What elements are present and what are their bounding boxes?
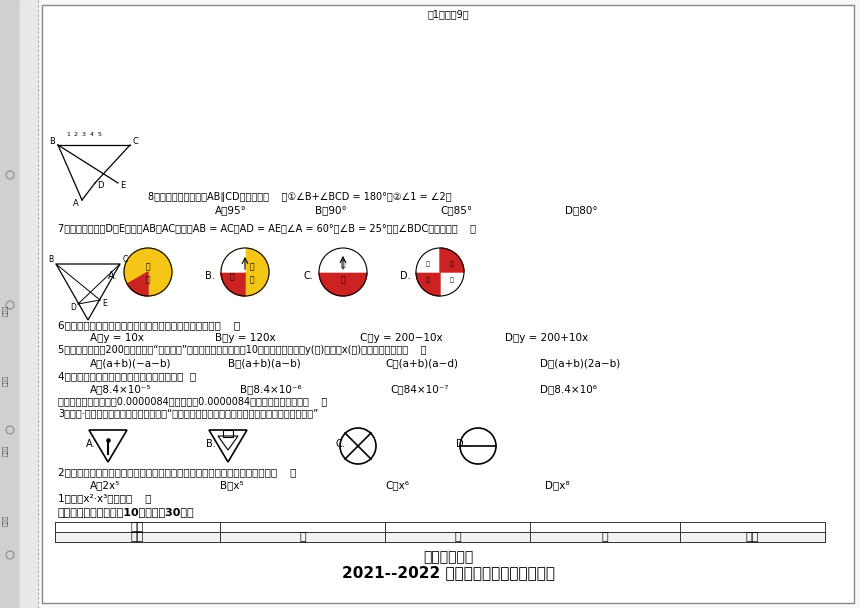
Polygon shape	[440, 248, 464, 272]
Text: 二: 二	[454, 532, 461, 542]
Text: 5: 5	[98, 133, 102, 137]
Text: 题号: 题号	[131, 532, 144, 542]
Text: D．80°: D．80°	[565, 205, 598, 215]
Text: 7．已知：如图，D、E分别在AB、AC上，若AB = AC，AD = AE，∠A = 60°，∠B = 25°，则∠BDC的度数是（    ）: 7．已知：如图，D、E分别在AB、AC上，若AB = AC，AD = AE，∠A…	[58, 223, 476, 233]
Polygon shape	[416, 272, 440, 296]
Text: 6．转动下列各转盘，指针指向红色区域的概率最大的是（    ）: 6．转动下列各转盘，指针指向红色区域的概率最大的是（ ）	[58, 320, 240, 330]
Text: 白: 白	[341, 260, 346, 269]
Text: D．x⁸: D．x⁸	[545, 480, 569, 490]
Text: C．y = 200−10x: C．y = 200−10x	[360, 333, 443, 343]
Text: B.: B.	[205, 271, 215, 281]
Text: D．y = 200+10x: D．y = 200+10x	[505, 333, 588, 343]
Text: 若苔花的花粉直径约为0.0000084米，则数据0.0000084用科学记数法表示为（    ）: 若苔花的花粉直径约为0.0000084米，则数据0.0000084用科学记数法表…	[58, 396, 328, 406]
Text: 一: 一	[299, 532, 306, 542]
Text: 黄: 黄	[145, 275, 150, 285]
Text: 8．如图，下列能判定AB∥CD的条件是（    ）①∠B+∠BCD = 180°；②∠1 = ∠2；: 8．如图，下列能判定AB∥CD的条件是（ ）①∠B+∠BCD = 180°；②∠…	[148, 192, 452, 202]
Text: B．8.4×10⁻⁶: B．8.4×10⁻⁶	[240, 384, 302, 394]
Text: C．85°: C．85°	[440, 205, 472, 215]
Text: A．95°: A．95°	[215, 205, 247, 215]
Polygon shape	[440, 272, 464, 296]
Text: D．(a+b)(2a−b): D．(a+b)(2a−b)	[540, 358, 620, 368]
Bar	[223, 430, 233, 437]
Polygon shape	[127, 272, 148, 296]
Text: A．8.4×10⁻⁵: A．8.4×10⁻⁵	[90, 384, 151, 394]
Text: B.: B.	[206, 439, 216, 449]
Text: E: E	[120, 182, 126, 190]
Text: 5．小颍现已存款200元，为赞助“希望工程”，她计划今后每月存款10元，则存款总金额y(元)与时间x(月)之间的关系式是（    ）: 5．小颍现已存款200元，为赞助“希望工程”，她计划今后每月存款10元，则存款总…	[58, 345, 427, 355]
Text: 得分: 得分	[131, 522, 144, 532]
Text: 白: 白	[450, 277, 454, 283]
Text: B．x⁵: B．x⁵	[220, 480, 243, 490]
Text: C: C	[132, 137, 138, 145]
Bar	[55, 532, 825, 542]
Text: 班级：: 班级：	[3, 375, 9, 385]
Text: 1．计算x²·x³结果是（    ）: 1．计算x²·x³结果是（ ）	[58, 493, 151, 503]
Bar	[20, 0, 38, 608]
Text: B: B	[49, 137, 55, 145]
Text: C．84×10⁻⁷: C．84×10⁻⁷	[390, 384, 448, 394]
Text: 红: 红	[426, 277, 430, 283]
Text: D．8.4×10⁶: D．8.4×10⁶	[540, 384, 597, 394]
Text: A: A	[73, 199, 79, 209]
Text: D: D	[70, 303, 76, 313]
Text: 白: 白	[249, 275, 255, 285]
Text: 2．下列选项中的几个图形是国际通用的交通标志，其中不是轴对称图形的是（    ）: 2．下列选项中的几个图形是国际通用的交通标志，其中不是轴对称图形的是（ ）	[58, 467, 297, 477]
Polygon shape	[319, 248, 367, 272]
Text: A．2x⁵: A．2x⁵	[90, 480, 120, 490]
Text: C．(a+b)(a−d): C．(a+b)(a−d)	[385, 358, 458, 368]
Text: 黄: 黄	[249, 263, 255, 272]
Text: 2: 2	[74, 133, 78, 137]
Text: 2021--2022 学年度上学期期末质量监测: 2021--2022 学年度上学期期末质量监测	[341, 565, 555, 581]
Text: C.: C.	[336, 439, 346, 449]
Text: 红: 红	[450, 261, 454, 267]
Text: B．90°: B．90°	[315, 205, 347, 215]
Text: B: B	[48, 255, 53, 264]
Text: 4: 4	[90, 133, 94, 137]
Text: B．(a+b)(a−b): B．(a+b)(a−b)	[228, 358, 301, 368]
Text: 初二数学试题: 初二数学试题	[423, 550, 473, 564]
Text: D: D	[96, 182, 103, 190]
Text: C.: C.	[303, 271, 313, 281]
Text: D.: D.	[456, 439, 467, 449]
Polygon shape	[416, 248, 440, 272]
Text: 第1页，公9页: 第1页，公9页	[427, 9, 469, 19]
Text: A．(a+b)(−a−b): A．(a+b)(−a−b)	[90, 358, 171, 368]
Text: 三: 三	[602, 532, 608, 542]
Text: B．y = 120x: B．y = 120x	[215, 333, 275, 343]
Text: 红: 红	[341, 275, 346, 285]
Text: 1: 1	[66, 133, 70, 137]
Text: E: E	[102, 300, 108, 308]
Text: 一、选择题（本大题入10小题，兣30分）: 一、选择题（本大题入10小题，兣30分）	[58, 507, 194, 517]
Text: 白: 白	[426, 261, 430, 267]
Polygon shape	[319, 272, 367, 296]
Text: 考号：: 考号：	[3, 305, 9, 316]
Text: 总分: 总分	[746, 532, 759, 542]
Text: C．x⁶: C．x⁶	[385, 480, 409, 490]
Text: 红: 红	[230, 272, 234, 282]
Text: A.: A.	[86, 439, 95, 449]
Polygon shape	[221, 248, 269, 296]
Text: 3．清代·袁枚的一首诗《苔》中的诗句：“白日不到处，青春恰自来。苔花如米小，也学牡丹开。”: 3．清代·袁枚的一首诗《苔》中的诗句：“白日不到处，青春恰自来。苔花如米小，也学…	[58, 408, 318, 418]
Text: D.: D.	[400, 271, 410, 281]
Polygon shape	[221, 248, 245, 272]
Bar	[0, 0, 20, 608]
Text: 学校：: 学校：	[3, 514, 9, 526]
Text: 姓名：: 姓名：	[3, 444, 9, 455]
Text: 3: 3	[82, 133, 86, 137]
Text: 红: 红	[145, 263, 150, 272]
Text: A．y = 10x: A．y = 10x	[90, 333, 144, 343]
Text: C: C	[122, 255, 127, 264]
Text: 4．下列各式中，能用平方差公式计算的是（  ）: 4．下列各式中，能用平方差公式计算的是（ ）	[58, 371, 196, 381]
Text: A.: A.	[108, 271, 118, 281]
Polygon shape	[221, 272, 245, 296]
Polygon shape	[124, 248, 172, 296]
